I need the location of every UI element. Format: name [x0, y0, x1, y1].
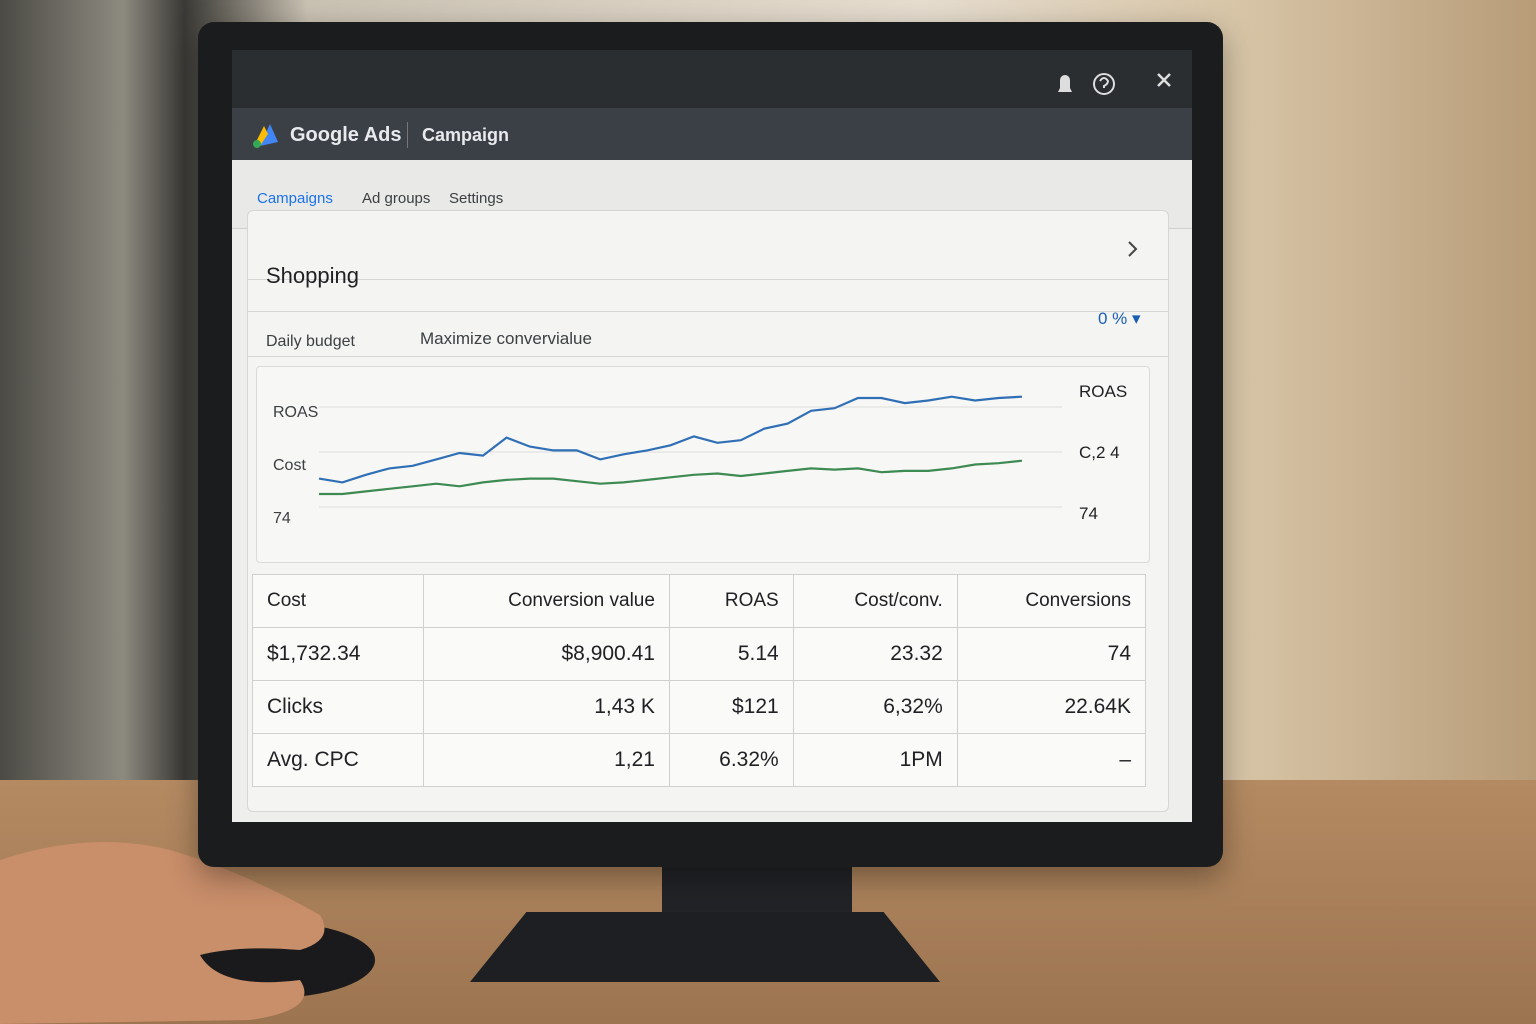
table-cell: 1PM: [792, 733, 958, 787]
window-bar: [232, 50, 1192, 108]
app-bar: Google Ads Campaign: [232, 108, 1192, 160]
column-header: Cost/conv.: [792, 574, 958, 628]
data-line: [319, 459, 1023, 496]
table-row: Avg. CPC 1,21 6.32% 1PM –: [251, 733, 1147, 787]
page-title: Campaign: [422, 125, 510, 145]
table-cell: 1,21: [423, 733, 670, 787]
help-icon[interactable]: [1093, 73, 1115, 95]
axis-label: Cost: [273, 457, 306, 474]
hand-with-mouse: [0, 842, 375, 1024]
column-header: ROAS: [668, 574, 794, 628]
table-row: $1,732.34 $8,900.41 5.14 23.32 74: [251, 627, 1147, 681]
help-glyph: [1099, 77, 1110, 88]
window-icons: [1058, 73, 1171, 95]
percent-dropdown[interactable]: 0 % ▾: [1098, 309, 1141, 328]
chart-panel: ROAS Cost 74 ROAS C,2 4 74: [256, 366, 1150, 563]
divider: [407, 122, 408, 148]
table-cell: 6,32%: [792, 680, 958, 734]
card-title: Shopping: [266, 263, 359, 288]
percent-value: 0 %: [1098, 309, 1128, 328]
campaign-card: Shopping Daily budget Maximize convervia…: [247, 210, 1169, 812]
table-cell: 1,43 K: [423, 680, 670, 734]
table-cell: 5.14: [668, 627, 794, 681]
table-cell: –: [956, 733, 1147, 787]
data-line: [318, 395, 1023, 484]
metrics-table: Cost Conversion value ROAS Cost/conv. Conver…: [251, 574, 1147, 787]
axis-label: ROAS: [273, 404, 318, 421]
monitor-base: [470, 912, 940, 982]
divider: [248, 279, 1168, 280]
budget-label: Daily budget: [266, 333, 355, 350]
chevron-icon[interactable]: [1123, 239, 1143, 259]
table-cell: 23.32: [792, 627, 958, 681]
line-chart: ROAS Cost 74 ROAS C,2 4 74: [273, 382, 1127, 527]
table-row: Cost Conversion value ROAS Cost/conv. Conver…: [251, 574, 1147, 628]
table-cell: $1,732.34: [251, 627, 425, 681]
table-cell: 74: [956, 627, 1147, 681]
table-cell: 22.64K: [956, 680, 1147, 734]
table-row: Clicks 1,43 K $121 6,32% 22.64K: [251, 680, 1147, 734]
tab[interactable]: Settings: [449, 190, 504, 207]
table-cell: $8,900.41: [423, 627, 670, 681]
column-header: Conversions: [956, 574, 1147, 628]
axis-label: ROAS: [1079, 382, 1127, 401]
axis-label: 74: [273, 510, 291, 527]
table-cell: 6.32%: [668, 733, 794, 787]
divider: [248, 356, 1168, 357]
screen: Google Ads Campaign Campaigns Ad groups Se…: [232, 50, 1192, 822]
axis-label: C,2 4: [1079, 443, 1120, 462]
column-header: Cost: [251, 574, 425, 628]
bell-icon[interactable]: [1058, 75, 1072, 92]
tab[interactable]: Ad groups: [362, 190, 431, 207]
axis-label: 74: [1079, 504, 1098, 523]
table-cell: $121: [668, 680, 794, 734]
bid-strategy: Maximize convervialue: [420, 329, 592, 348]
logo-text: Google Ads: [290, 124, 402, 146]
column-header: Conversion value: [423, 574, 670, 628]
monitor-stand: [662, 860, 852, 920]
divider: [248, 311, 1168, 312]
close-icon[interactable]: [1157, 73, 1171, 87]
table-cell: Avg. CPC: [251, 733, 425, 787]
table-cell: Clicks: [251, 680, 425, 734]
logo-icon: [253, 124, 278, 148]
